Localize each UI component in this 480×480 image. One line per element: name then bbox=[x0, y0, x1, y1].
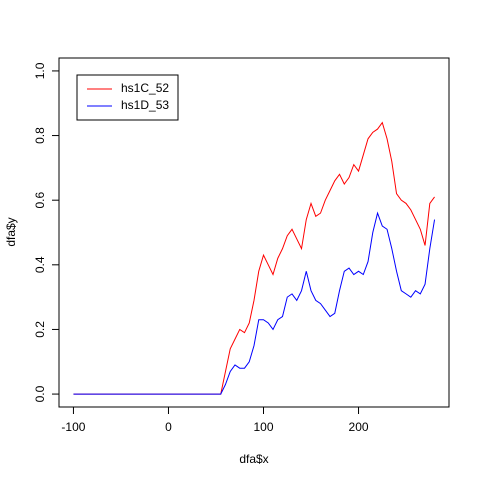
legend-label: hs1C_52 bbox=[121, 81, 169, 95]
y-tick-label: 0.2 bbox=[33, 321, 47, 338]
legend-box bbox=[76, 74, 179, 121]
series-line bbox=[73, 211, 436, 395]
x-tick-label: 100 bbox=[253, 420, 273, 434]
y-tick-label: 1.0 bbox=[33, 62, 47, 79]
legend-label: hs1D_53 bbox=[121, 98, 169, 112]
y-tick-label: 0.0 bbox=[33, 385, 47, 402]
y-tick-label: 0.6 bbox=[33, 192, 47, 209]
x-tick-label: 0 bbox=[165, 420, 172, 434]
series-line bbox=[73, 121, 435, 395]
x-tick-label: 200 bbox=[349, 420, 369, 434]
y-axis-label: dfa$y bbox=[4, 217, 18, 246]
y-tick-label: 0.4 bbox=[33, 256, 47, 273]
y-tick-label: 0.8 bbox=[33, 127, 47, 144]
x-axis-label: dfa$x bbox=[239, 452, 268, 466]
x-tick-label: -100 bbox=[61, 420, 85, 434]
